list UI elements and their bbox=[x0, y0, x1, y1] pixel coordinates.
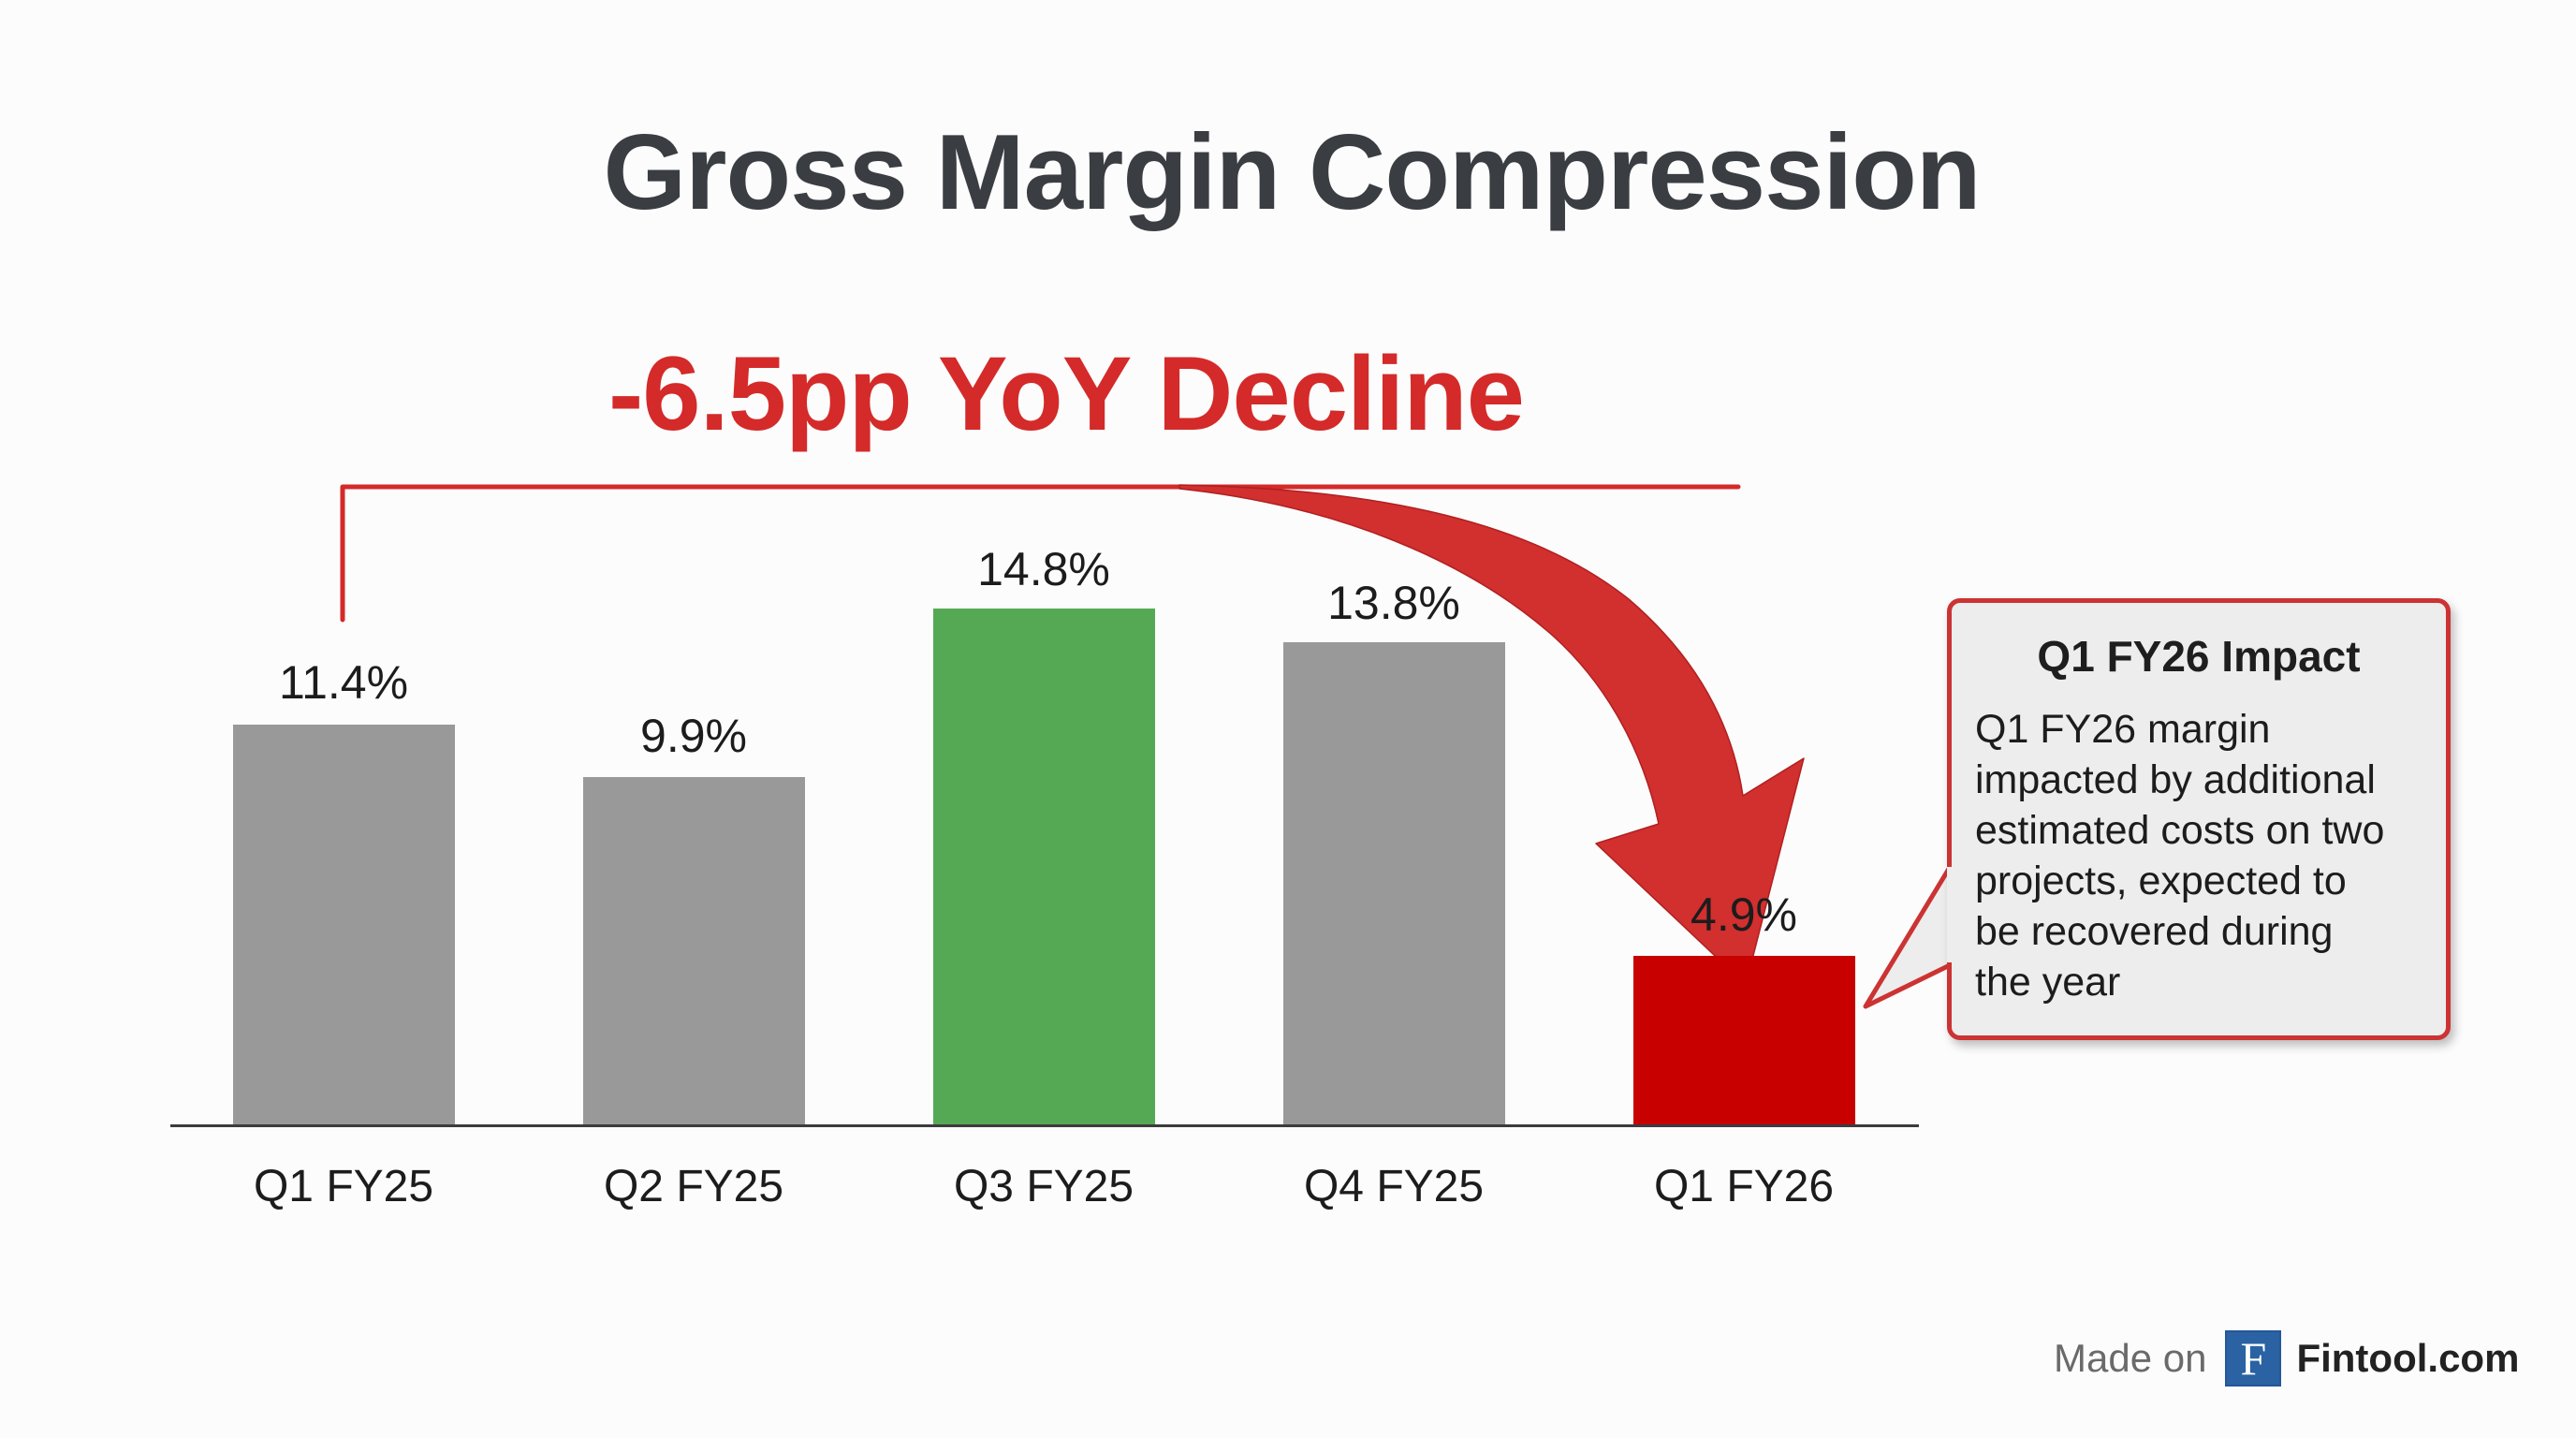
callout-line: estimated costs on two bbox=[1975, 808, 2385, 853]
decline-headline: -6.5pp YoY Decline bbox=[608, 335, 1525, 452]
made-on-text: Made on bbox=[2054, 1336, 2207, 1380]
chart-title: Gross Margin Compression bbox=[603, 113, 1982, 232]
category-label: Q1 FY25 bbox=[253, 1162, 434, 1211]
category-label: Q3 FY25 bbox=[953, 1162, 1134, 1211]
callout-pointer-seam bbox=[1947, 867, 1953, 962]
footer-attribution[interactable]: Made on F Fintool.com bbox=[2054, 1330, 2519, 1387]
bar-q2-fy25 bbox=[583, 777, 805, 1125]
bracket-line bbox=[340, 484, 1741, 623]
value-label: 14.8% bbox=[977, 543, 1110, 595]
callout-line: projects, expected to bbox=[1975, 858, 2347, 903]
category-label: Q4 FY25 bbox=[1303, 1162, 1485, 1211]
value-label: 11.4% bbox=[278, 656, 409, 709]
value-label: 13.8% bbox=[1327, 577, 1460, 629]
callout-line: Q1 FY26 margin bbox=[1975, 707, 2271, 752]
fintool-logo-icon: F bbox=[2225, 1330, 2282, 1387]
x-axis-line bbox=[170, 1124, 1919, 1127]
callout-line: impacted by additional bbox=[1975, 757, 2376, 802]
value-label: 4.9% bbox=[1690, 888, 1797, 941]
category-label: Q1 FY26 bbox=[1653, 1162, 1835, 1211]
impact-callout: Q1 FY26 Impact Q1 FY26 margin impacted b… bbox=[1947, 598, 2451, 1040]
callout-line: be recovered during bbox=[1975, 909, 2334, 954]
bar-q3-fy25 bbox=[933, 609, 1155, 1125]
bar-q4-fy25 bbox=[1283, 642, 1505, 1125]
bar-q1-fy25 bbox=[233, 725, 455, 1125]
callout-body: Q1 FY26 margin impacted by additional es… bbox=[1975, 704, 2433, 1007]
callout-title: Q1 FY26 Impact bbox=[2037, 632, 2361, 681]
bar-q1-fy26 bbox=[1633, 956, 1855, 1125]
fintool-brand-link[interactable]: Fintool.com bbox=[2296, 1336, 2520, 1380]
category-label: Q2 FY25 bbox=[603, 1162, 784, 1211]
value-label: 9.9% bbox=[640, 710, 747, 762]
callout-pointer bbox=[1863, 862, 1954, 1009]
callout-line: the year bbox=[1975, 960, 2121, 1005]
